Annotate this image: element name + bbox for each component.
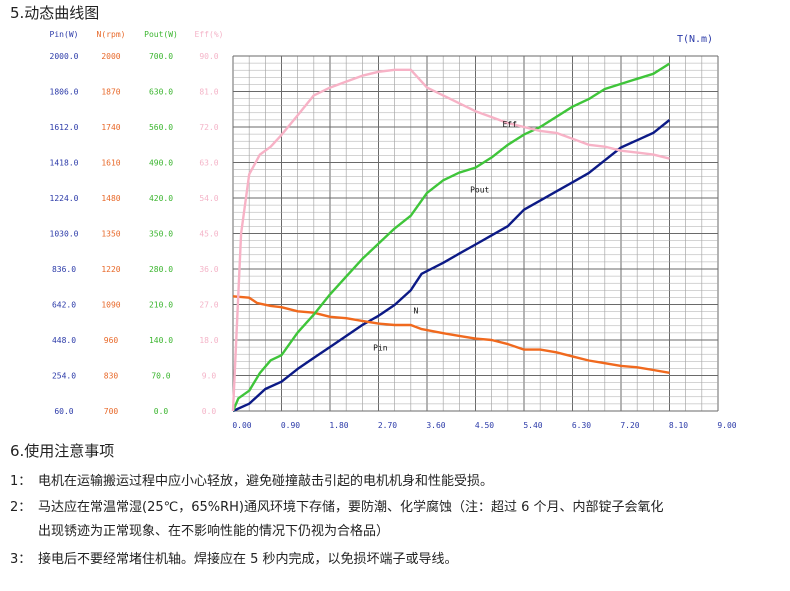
series-line-n (232, 295, 670, 374)
chart-grid (232, 55, 719, 412)
curve-label: Pin (373, 344, 388, 353)
chart-axis-labels: Pin(W) 2000.0 1806.0 1612.0 1418.0 1224.0 1030… (50, 30, 737, 430)
axis-header: N(rpm) (97, 30, 126, 39)
note-text: 出现锈迹为正常现象、在不影响性能的情况下仍视为合格品） (38, 524, 390, 539)
axis-header: Eff(%) (195, 30, 224, 39)
x-tick-label: 9.00 (717, 421, 736, 430)
axis-tick-label: 1030.0 (50, 230, 79, 239)
axis-tick-label: 1806.0 (50, 88, 79, 97)
axis-tick-label: 420.0 (149, 194, 173, 203)
section-6-title: 6.使用注意事项 (10, 442, 115, 460)
axis-tick-label: 1740 (101, 123, 120, 132)
x-axis-label: T(N.m) (677, 34, 713, 45)
axis-tick-label: 45.0 (199, 230, 218, 239)
axis-tick-label: 2000 (101, 52, 120, 61)
axis-tick-label: 0.0 (154, 407, 169, 416)
axis-tick-label: 18.0 (199, 336, 218, 345)
axis-tick-label: 72.0 (199, 123, 218, 132)
axis-header: Pout(W) (144, 30, 178, 39)
axis-tick-label: 2000.0 (50, 52, 79, 61)
axis-tick-label: 0.0 (202, 407, 217, 416)
axis-tick-label: 90.0 (199, 52, 218, 61)
curve-label: N (414, 306, 419, 315)
x-tick-label: 0.00 (232, 421, 251, 430)
series-line-eff (231, 68, 670, 412)
x-tick-label: 1.80 (329, 421, 348, 430)
axis-tick-label: 60.0 (54, 407, 73, 416)
axis-tick-label: 1350 (101, 230, 120, 239)
section-5-title: 5.动态曲线图 (10, 4, 100, 22)
chart-series-lines (231, 62, 671, 413)
axis-tick-label: 254.0 (52, 372, 76, 381)
axis-tick-label: 700 (104, 407, 119, 416)
x-tick-label: 8.10 (669, 421, 688, 430)
chart-annotations: Eff Pout N Pin (373, 120, 517, 353)
curve-label: Eff (502, 120, 517, 129)
x-tick-label: 5.40 (523, 421, 542, 430)
note-item-continuation: 出现锈迹为正常现象、在不影响性能的情况下仍视为合格品） (38, 520, 389, 539)
axis-tick-label: 490.0 (149, 159, 173, 168)
axis-tick-label: 1418.0 (50, 159, 79, 168)
axis-tick-label: 81.0 (199, 88, 218, 97)
axis-tick-label: 54.0 (199, 194, 218, 203)
axis-tick-label: 63.0 (199, 159, 218, 168)
axis-tick-label: 140.0 (149, 336, 173, 345)
note-item: 1： 电机在运输搬运过程中应小心轻放，避免碰撞敲击引起的电机机身和性能受损。 (10, 470, 494, 489)
curve-label: Pout (470, 186, 489, 195)
axis-tick-label: 210.0 (149, 301, 173, 310)
axis-tick-label: 560.0 (149, 123, 173, 132)
note-number: 3： (10, 552, 32, 567)
axis-tick-label: 836.0 (52, 265, 76, 274)
axis-tick-label: 350.0 (149, 230, 173, 239)
note-text: 电机在运输搬运过程中应小心轻放，避免碰撞敲击引起的电机机身和性能受损。 (38, 474, 494, 489)
x-tick-label: 6.30 (572, 421, 591, 430)
note-item: 2： 马达应在常温常湿(25℃，65%RH)通风环境下存储，要防潮、化学腐蚀（注… (10, 496, 664, 515)
axis-tick-label: 630.0 (149, 88, 173, 97)
x-tick-label: 4.50 (475, 421, 494, 430)
note-item: 3： 接电后不要经常堵住机轴。焊接应在 5 秒内完成，以免损坏端子或导线。 (10, 548, 458, 567)
x-tick-label: 2.70 (378, 421, 397, 430)
x-tick-label: 3.60 (426, 421, 445, 430)
axis-tick-label: 1224.0 (50, 194, 79, 203)
note-number: 2： (10, 500, 32, 515)
axis-tick-label: 700.0 (149, 52, 173, 61)
series-line-pin (232, 119, 671, 413)
note-text: 接电后不要经常堵住机轴。焊接应在 5 秒内完成，以免损坏端子或导线。 (38, 552, 458, 567)
axis-tick-label: 1612.0 (50, 123, 79, 132)
axis-tick-label: 830 (104, 372, 119, 381)
axis-tick-label: 1870 (101, 88, 120, 97)
series-line-pout (231, 62, 671, 412)
axis-tick-label: 9.0 (202, 372, 217, 381)
axis-tick-label: 280.0 (149, 265, 173, 274)
axis-tick-label: 70.0 (151, 372, 170, 381)
axis-tick-label: 36.0 (199, 265, 218, 274)
axis-tick-label: 960 (104, 336, 119, 345)
axis-tick-label: 1090 (101, 301, 120, 310)
axis-tick-label: 1220 (101, 265, 120, 274)
x-tick-label: 7.20 (620, 421, 639, 430)
axis-tick-label: 1610 (101, 159, 120, 168)
axis-tick-label: 1480 (101, 194, 120, 203)
axis-tick-label: 448.0 (52, 336, 76, 345)
axis-tick-label: 27.0 (199, 301, 218, 310)
dynamic-curve-chart: Pin(W) 2000.0 1806.0 1612.0 1418.0 1224.0 1030… (50, 30, 737, 430)
x-tick-label: 0.90 (281, 421, 300, 430)
axis-tick-label: 642.0 (52, 301, 76, 310)
note-number: 1： (10, 474, 32, 489)
note-text: 马达应在常温常湿(25℃，65%RH)通风环境下存储，要防潮、化学腐蚀（注：超过… (38, 500, 664, 515)
axis-header: Pin(W) (50, 30, 79, 39)
